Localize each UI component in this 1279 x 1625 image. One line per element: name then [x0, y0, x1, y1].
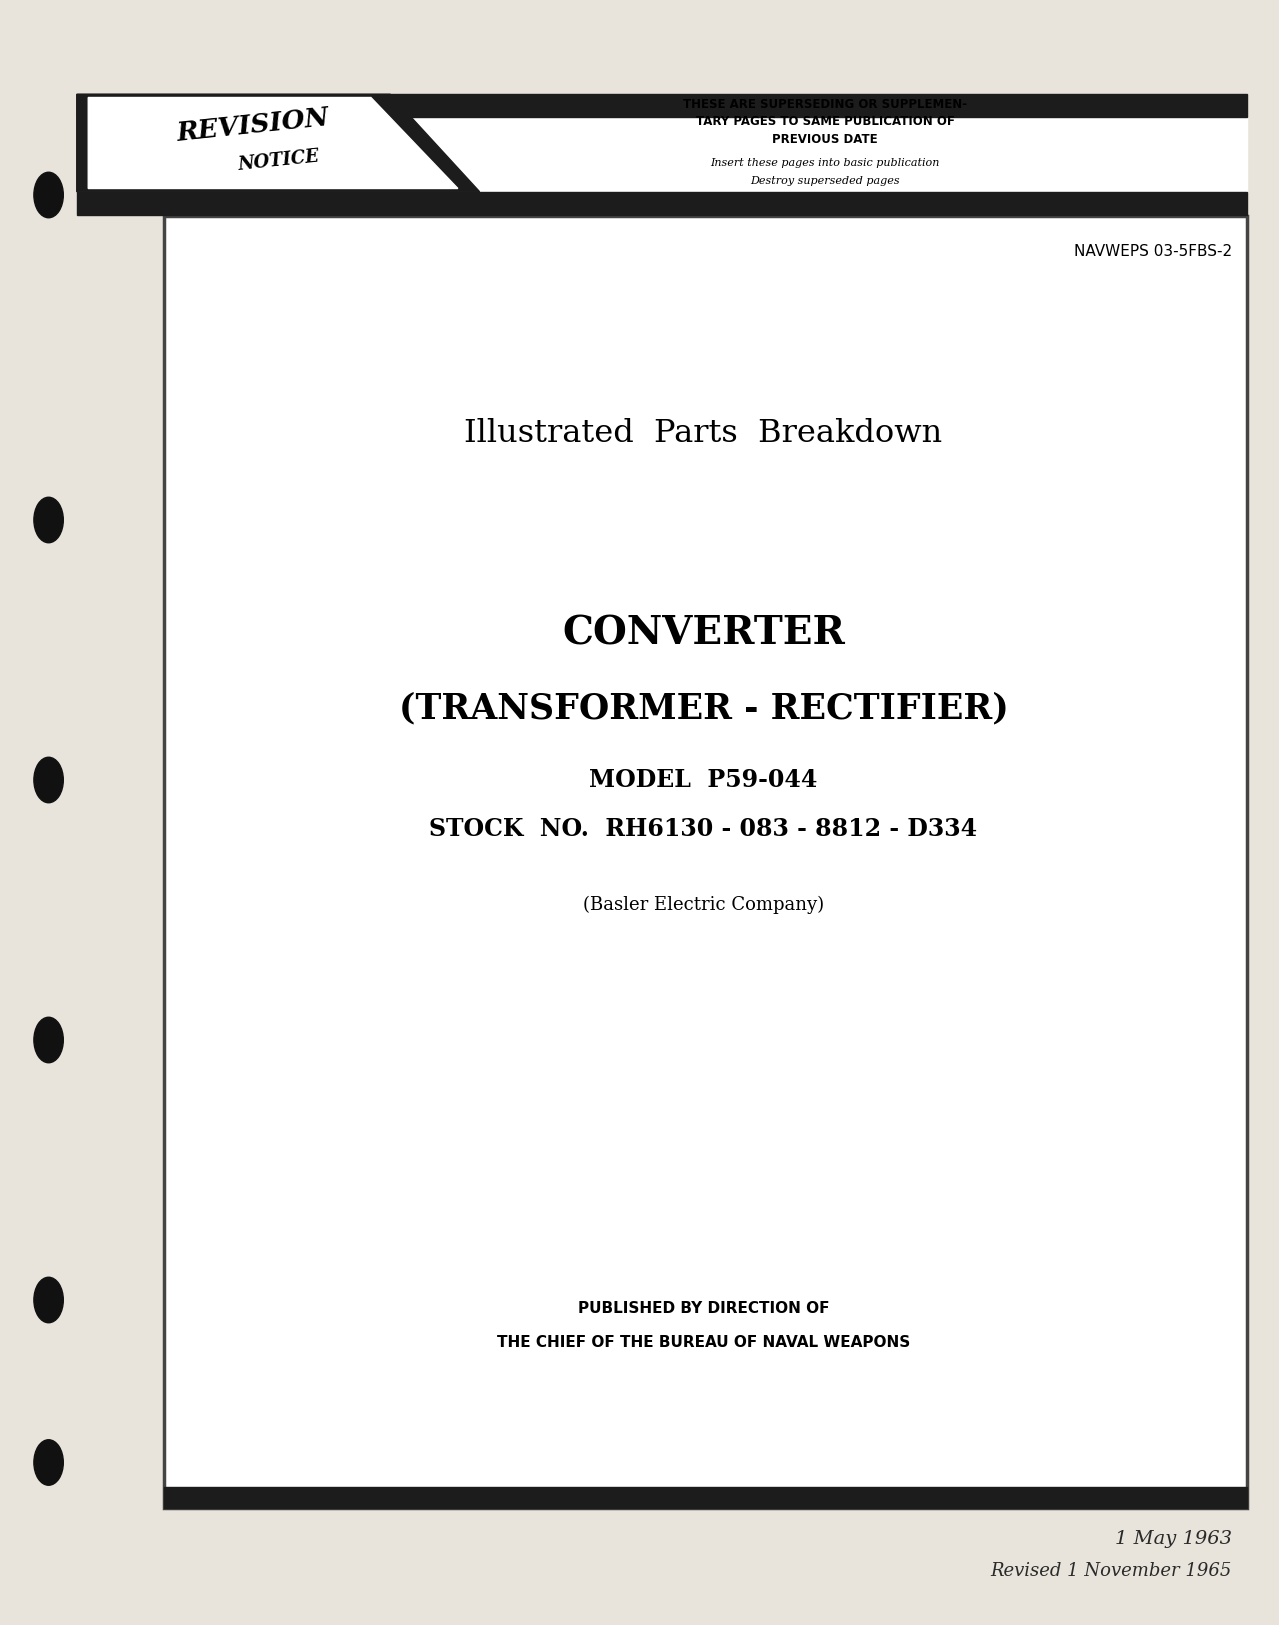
Polygon shape — [77, 94, 480, 192]
Bar — [77, 192, 1247, 215]
Text: 1 May 1963: 1 May 1963 — [1115, 1529, 1232, 1549]
Text: REVISION: REVISION — [175, 104, 331, 146]
Ellipse shape — [33, 172, 63, 218]
Bar — [164, 216, 1247, 1508]
Text: (Basler Electric Company): (Basler Electric Company) — [583, 895, 824, 915]
Text: STOCK  NO.  RH6130 - 083 - 8812 - D334: STOCK NO. RH6130 - 083 - 8812 - D334 — [430, 817, 977, 840]
Text: NAVWEPS 03-5FBS-2: NAVWEPS 03-5FBS-2 — [1073, 244, 1232, 260]
Text: CONVERTER: CONVERTER — [561, 614, 845, 653]
Text: Insert these pages into basic publication: Insert these pages into basic publicatio… — [710, 158, 940, 167]
Ellipse shape — [33, 1277, 63, 1323]
Ellipse shape — [33, 1017, 63, 1063]
Text: Revised 1 November 1965: Revised 1 November 1965 — [990, 1562, 1232, 1581]
Text: (TRANSFORMER - RECTIFIER): (TRANSFORMER - RECTIFIER) — [399, 692, 1008, 725]
Ellipse shape — [33, 757, 63, 803]
Ellipse shape — [33, 497, 63, 543]
Text: MODEL  P59-044: MODEL P59-044 — [590, 769, 817, 791]
Text: TARY PAGES TO SAME PUBLICATION OF: TARY PAGES TO SAME PUBLICATION OF — [696, 115, 954, 128]
Text: THE CHIEF OF THE BUREAU OF NAVAL WEAPONS: THE CHIEF OF THE BUREAU OF NAVAL WEAPONS — [496, 1334, 911, 1350]
Text: THESE ARE SUPERSEDING OR SUPPLEMEN-: THESE ARE SUPERSEDING OR SUPPLEMEN- — [683, 98, 967, 111]
Bar — [77, 94, 1247, 117]
Text: NOTICE: NOTICE — [237, 148, 321, 174]
Ellipse shape — [33, 1440, 63, 1485]
Text: Destroy superseded pages: Destroy superseded pages — [751, 176, 899, 185]
Text: PUBLISHED BY DIRECTION OF: PUBLISHED BY DIRECTION OF — [578, 1300, 829, 1316]
Bar — [77, 117, 1247, 192]
Bar — [164, 1487, 1247, 1508]
Polygon shape — [88, 98, 458, 188]
Text: Illustrated  Parts  Breakdown: Illustrated Parts Breakdown — [464, 418, 943, 450]
Text: PREVIOUS DATE: PREVIOUS DATE — [773, 133, 877, 146]
